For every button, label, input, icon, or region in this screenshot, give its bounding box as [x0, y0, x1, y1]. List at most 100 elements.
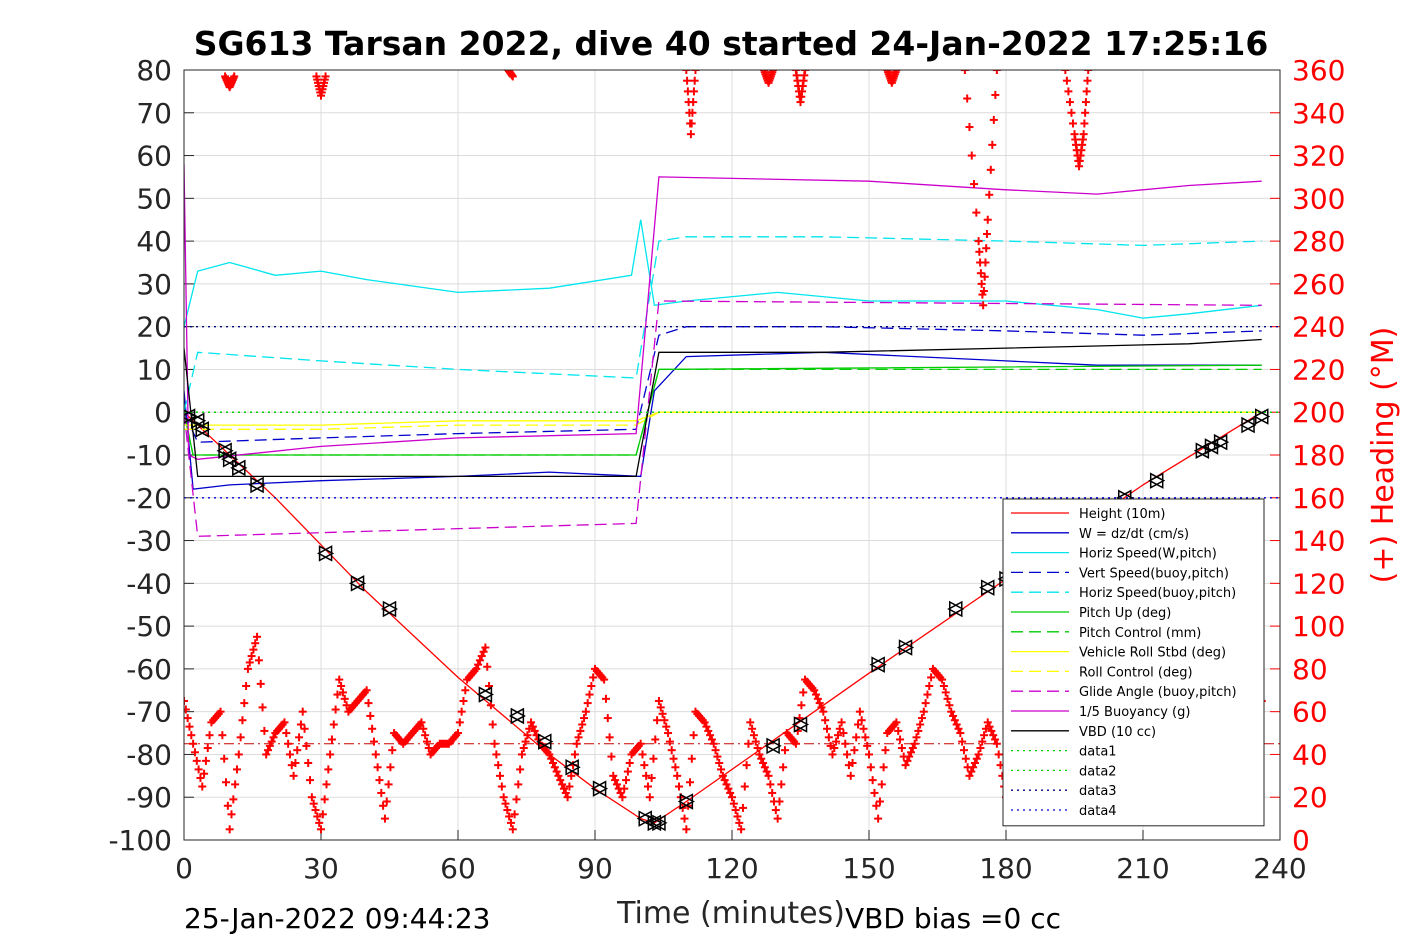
heading-wrap-marker	[683, 76, 692, 85]
footer-timestamp: 25-Jan-2022 09:44:23	[184, 902, 490, 935]
heading-marker	[194, 765, 203, 774]
heading-wrap-marker	[975, 247, 984, 256]
heading-marker	[983, 718, 992, 727]
heading-marker	[589, 673, 598, 682]
heading-marker	[497, 782, 506, 791]
heading-marker	[585, 690, 594, 699]
right-tick-label: 180	[1292, 439, 1345, 472]
heading-marker	[556, 776, 565, 785]
legend-entry: Glide Angle (buoy,pitch)	[1079, 685, 1237, 700]
heading-marker	[959, 746, 968, 755]
heading-marker	[980, 731, 989, 740]
heading-marker	[673, 771, 682, 780]
heading-marker	[605, 733, 614, 742]
heading-wrap-marker	[983, 215, 992, 224]
heading-marker	[300, 724, 309, 733]
heading-marker	[280, 718, 289, 727]
heading-marker	[609, 771, 618, 780]
heading-marker	[866, 763, 875, 772]
heading-marker	[184, 714, 192, 723]
heading-marker	[645, 793, 654, 802]
heading-marker	[455, 718, 464, 727]
heading-marker	[304, 759, 313, 767]
heading-marker	[227, 810, 236, 819]
heading-marker	[421, 731, 430, 740]
heading-marker	[724, 784, 733, 793]
heading-marker	[488, 720, 497, 729]
heading-marker	[220, 754, 229, 763]
heading-marker	[282, 729, 291, 738]
heading-marker	[222, 778, 231, 787]
heading-wrap-marker	[1068, 119, 1077, 128]
series-line-7	[184, 368, 1262, 456]
heading-marker	[859, 724, 868, 733]
heading-marker	[753, 744, 762, 753]
right-tick-label: 260	[1292, 268, 1345, 301]
depth-sample-marker	[248, 476, 266, 494]
depth-sample-marker	[189, 412, 207, 430]
heading-marker	[976, 744, 985, 753]
heading-marker	[225, 825, 234, 834]
x-axis-ticks: 0 30 60 90 120 150 180 210 240	[175, 830, 1307, 885]
heading-marker	[313, 812, 322, 821]
heading-marker	[740, 782, 749, 791]
legend-entry: W = dz/dt (cm/s)	[1079, 527, 1189, 542]
heading-marker	[519, 744, 528, 753]
heading-marker	[527, 718, 536, 727]
heading-marker	[662, 722, 671, 731]
heading-marker	[601, 694, 610, 703]
heading-marker	[184, 696, 188, 705]
heading-marker	[457, 707, 466, 716]
left-tick-label: -30	[126, 525, 172, 558]
heading-marker	[251, 639, 260, 648]
heading-wrap-marker	[689, 87, 698, 96]
right-tick-label: 220	[1292, 353, 1345, 386]
heading-marker	[664, 729, 673, 738]
plot-frame	[183, 69, 1281, 841]
depth-sample-marker	[677, 793, 695, 810]
heading-marker	[819, 707, 828, 716]
heading-marker	[766, 780, 775, 789]
heading-marker	[967, 767, 976, 776]
right-tick-label: 60	[1292, 696, 1328, 729]
heading-marker	[386, 763, 395, 772]
heading-marker	[329, 720, 338, 729]
heading-marker	[642, 771, 651, 780]
heading-marker	[242, 682, 251, 690]
depth-sample-marker	[650, 814, 668, 832]
heading-marker	[837, 718, 846, 727]
depth-sample-marker	[316, 545, 335, 562]
left-tick-label: -60	[126, 653, 172, 686]
heading-marker	[987, 726, 996, 735]
heading-marker	[333, 690, 342, 699]
heading-marker	[201, 756, 210, 765]
left-tick-label: -10	[126, 439, 172, 472]
heading-wrap-marker	[688, 108, 697, 117]
heading-marker	[548, 759, 557, 767]
heading-marker	[192, 756, 201, 765]
depth-sample-marker	[1148, 472, 1166, 489]
left-tick-label: 40	[136, 225, 172, 258]
depth-sample-marker	[1193, 442, 1211, 459]
heading-marker	[925, 682, 934, 690]
heading-marker	[554, 771, 563, 780]
heading-marker	[815, 699, 824, 708]
heading-marker	[892, 718, 901, 727]
heading-marker	[424, 744, 433, 753]
heading-marker	[512, 795, 521, 804]
heading-marker	[335, 675, 344, 684]
heading-marker	[832, 737, 841, 746]
heading-wrap-marker	[967, 151, 976, 160]
heading-marker	[561, 788, 570, 797]
heading-marker	[751, 737, 760, 746]
heading-wrap-marker	[769, 70, 778, 74]
heading-marker	[917, 714, 926, 723]
heading-marker	[656, 703, 665, 712]
series-line-3	[184, 219, 1262, 327]
heading-marker	[852, 733, 861, 742]
right-tick-label: 280	[1292, 225, 1345, 258]
heading-wrap-marker	[981, 258, 990, 267]
heading-marker	[238, 716, 247, 725]
heading-marker	[945, 701, 954, 710]
heading-marker	[530, 726, 539, 735]
